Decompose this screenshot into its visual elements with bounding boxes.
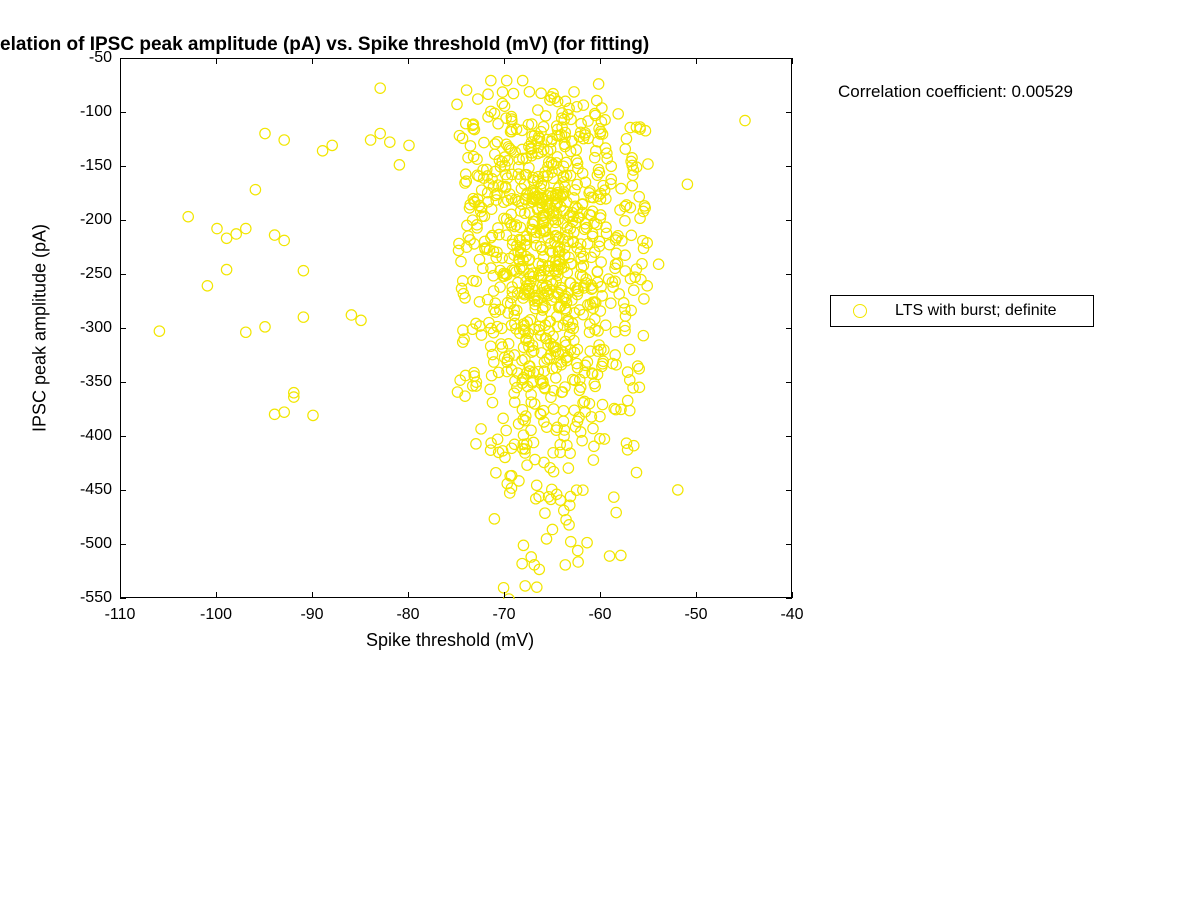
x-tick-mark	[216, 592, 217, 598]
legend-label: LTS with burst; definite	[895, 302, 1057, 320]
y-tick-mark	[120, 112, 126, 113]
plot-area	[120, 58, 792, 598]
y-tick-mark	[120, 166, 126, 167]
y-tick-mark	[120, 436, 126, 437]
x-tick-mark	[504, 592, 505, 598]
x-tick-mark	[600, 58, 601, 64]
x-tick-mark	[696, 592, 697, 598]
y-tick-mark	[786, 220, 792, 221]
y-tick-label: -50	[89, 49, 112, 67]
x-tick-mark	[792, 58, 793, 64]
y-tick-mark	[786, 58, 792, 59]
y-tick-mark	[120, 490, 126, 491]
x-tick-mark	[408, 58, 409, 64]
x-tick-label: -100	[200, 606, 232, 624]
y-tick-mark	[786, 598, 792, 599]
x-tick-label: -80	[396, 606, 419, 624]
x-tick-label: -60	[588, 606, 611, 624]
x-axis-label: Spike threshold (mV)	[366, 630, 534, 651]
y-tick-mark	[786, 436, 792, 437]
legend-marker-icon	[853, 304, 867, 318]
y-tick-label: -150	[80, 157, 112, 175]
x-tick-mark	[696, 58, 697, 64]
y-tick-mark	[120, 328, 126, 329]
y-tick-mark	[786, 328, 792, 329]
y-tick-label: -500	[80, 535, 112, 553]
y-tick-mark	[786, 166, 792, 167]
x-tick-mark	[408, 592, 409, 598]
y-tick-label: -550	[80, 589, 112, 607]
y-tick-mark	[786, 490, 792, 491]
y-tick-mark	[120, 382, 126, 383]
y-tick-mark	[120, 544, 126, 545]
x-tick-label: -90	[300, 606, 323, 624]
y-tick-label: -200	[80, 211, 112, 229]
x-tick-mark	[600, 592, 601, 598]
x-tick-mark	[216, 58, 217, 64]
y-tick-label: -100	[80, 103, 112, 121]
y-tick-mark	[786, 112, 792, 113]
y-tick-mark	[786, 382, 792, 383]
x-tick-mark	[792, 592, 793, 598]
y-tick-label: -450	[80, 481, 112, 499]
correlation-annotation: Correlation coefficient: 0.00529	[838, 82, 1073, 102]
y-tick-mark	[120, 58, 126, 59]
y-tick-label: -300	[80, 319, 112, 337]
y-tick-label: -350	[80, 373, 112, 391]
y-tick-mark	[786, 544, 792, 545]
y-axis-label: IPSC peak amplitude (pA)	[30, 224, 51, 432]
x-tick-label: -70	[492, 606, 515, 624]
x-tick-mark	[312, 58, 313, 64]
x-tick-label: -50	[684, 606, 707, 624]
x-tick-label: -40	[780, 606, 803, 624]
x-tick-label: -110	[105, 606, 136, 624]
legend: LTS with burst; definite	[830, 295, 1094, 327]
y-tick-label: -250	[80, 265, 112, 283]
scatter-points	[121, 59, 793, 599]
y-tick-mark	[120, 274, 126, 275]
x-tick-mark	[312, 592, 313, 598]
y-tick-mark	[786, 274, 792, 275]
y-tick-mark	[120, 220, 126, 221]
chart-container: elation of IPSC peak amplitude (pA) vs. …	[0, 0, 1200, 900]
x-tick-mark	[504, 58, 505, 64]
y-tick-mark	[120, 598, 126, 599]
y-tick-label: -400	[80, 427, 112, 445]
